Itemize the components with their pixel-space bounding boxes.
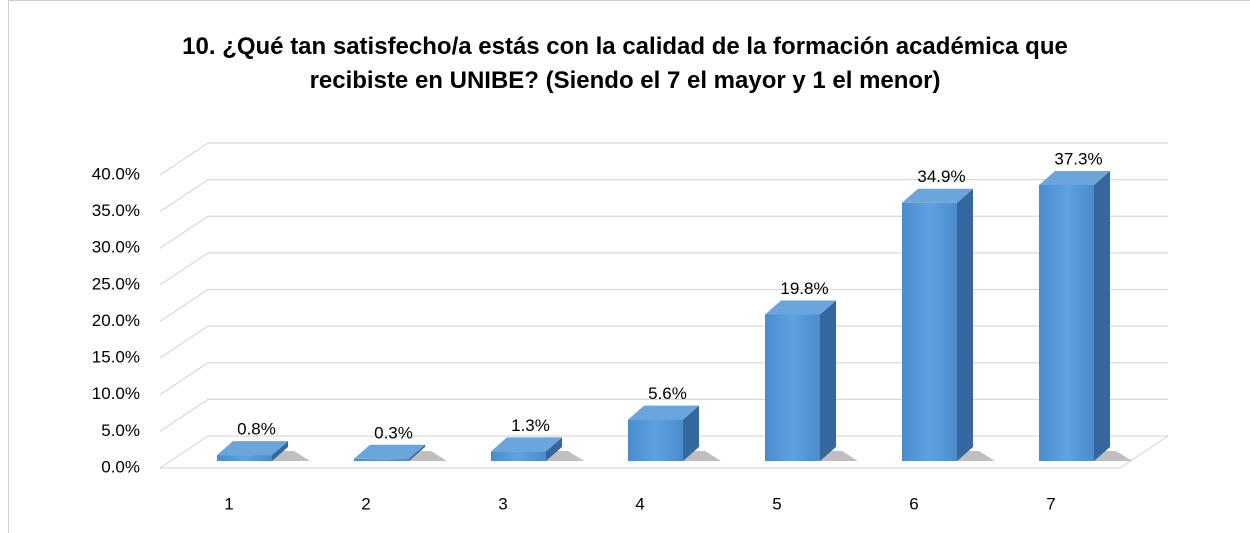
grid-line <box>159 179 1168 213</box>
y-tick-label: 15.0% <box>92 348 140 367</box>
bar-side <box>272 441 288 461</box>
y-tick-label: 35.0% <box>92 201 140 220</box>
bar-top <box>902 188 973 203</box>
bar-side <box>409 444 425 461</box>
bar-side <box>683 405 699 461</box>
x-tick-label: 7 <box>1046 494 1055 513</box>
grid-line <box>159 398 1168 432</box>
bar-top <box>765 300 836 315</box>
bar-side <box>957 188 973 461</box>
bar-side <box>1094 171 1110 461</box>
data-label: 5.6% <box>648 384 687 403</box>
grid-line <box>159 252 1168 286</box>
chart-border <box>8 0 1250 533</box>
grid-line <box>159 288 1168 322</box>
bar-side <box>546 437 562 461</box>
grid-line <box>159 215 1168 249</box>
data-label: 0.3% <box>374 423 413 442</box>
y-tick-label: 5.0% <box>101 421 140 440</box>
x-tick-label: 6 <box>909 494 918 513</box>
x-tick-label: 4 <box>635 494 644 513</box>
grid-line <box>159 325 1168 359</box>
y-tick-label: 10.0% <box>92 384 140 403</box>
bar-top <box>217 441 288 456</box>
y-tick-label: 20.0% <box>92 311 140 330</box>
x-tick-label: 5 <box>772 494 781 513</box>
data-label: 1.3% <box>511 416 550 435</box>
y-tick-label: 30.0% <box>92 238 140 257</box>
chart-title: 10. ¿Qué tan satisfecho/a estás con la c… <box>182 33 1068 94</box>
bar-top <box>354 444 425 459</box>
bar <box>765 314 820 461</box>
y-tick-label: 40.0% <box>92 164 140 183</box>
data-label: 0.8% <box>237 420 276 439</box>
grid-line <box>159 435 1168 469</box>
grid-line <box>159 142 1168 176</box>
bar <box>354 458 409 461</box>
bar <box>217 455 272 461</box>
floor-edge <box>160 435 1169 469</box>
x-tick-label: 1 <box>224 494 233 513</box>
x-tick-label: 3 <box>498 494 507 513</box>
data-label: 37.3% <box>1054 149 1102 168</box>
bar-top <box>1039 171 1110 185</box>
bar <box>902 202 957 461</box>
bar-top <box>628 405 699 420</box>
bar-side <box>820 300 836 461</box>
bar <box>628 419 683 461</box>
data-label: 19.8% <box>780 279 828 298</box>
bar <box>491 451 546 461</box>
data-label: 34.9% <box>917 167 965 186</box>
bar <box>1039 185 1094 461</box>
x-tick-label: 2 <box>361 494 370 513</box>
y-tick-label: 0.0% <box>101 457 140 476</box>
grid-line <box>159 362 1168 396</box>
y-tick-label: 25.0% <box>92 274 140 293</box>
bar-top <box>491 437 562 452</box>
